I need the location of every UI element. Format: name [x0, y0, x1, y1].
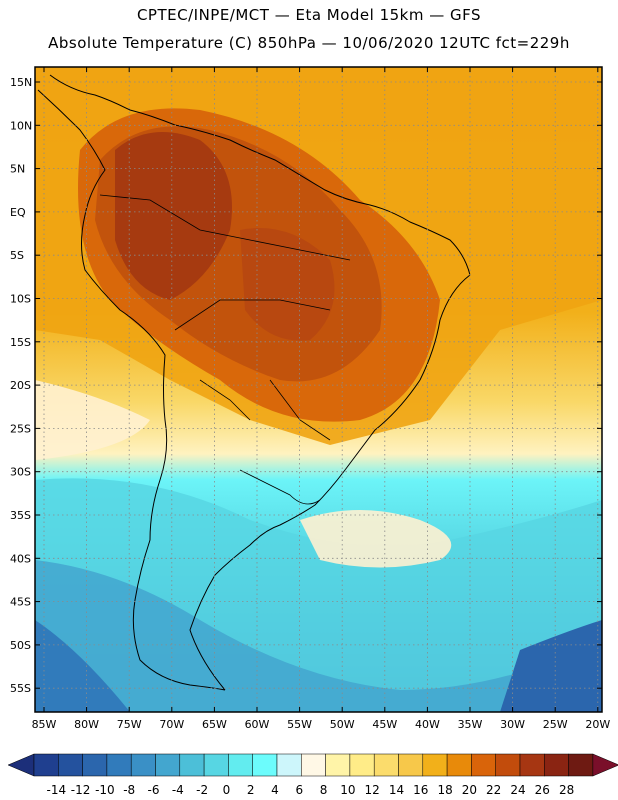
legend-swatch: [349, 753, 375, 777]
legend-label: -12: [71, 783, 91, 797]
legend-swatch: [398, 753, 424, 777]
legend-swatch: [519, 753, 545, 777]
legend-label: 4: [271, 783, 279, 797]
legend-label: 22: [486, 783, 501, 797]
lon-label: 80W: [74, 718, 99, 731]
lon-label: 55W: [287, 718, 312, 731]
legend-swatch: [179, 753, 205, 777]
legend-label: -4: [172, 783, 184, 797]
legend-label: -6: [148, 783, 160, 797]
legend-label: 18: [437, 783, 452, 797]
legend-labels: -14 -12 -10 -8 -6 -4 -2 0 2 4 6 8 10 12 14 16 18 20 22 24 26…: [46, 783, 574, 797]
lon-label: 65W: [202, 718, 227, 731]
legend-swatch: [155, 753, 181, 777]
lat-label: 20S: [10, 379, 31, 392]
legend-swatch: [130, 753, 156, 777]
lon-label: 75W: [117, 718, 142, 731]
lon-label: 85W: [32, 718, 57, 731]
axis-ticks: [35, 67, 602, 712]
legend-swatch: [544, 753, 569, 777]
legend-label: 20: [462, 783, 477, 797]
legend-swatch: [106, 753, 132, 777]
lat-label: 5S: [10, 249, 24, 262]
lon-label: 30W: [500, 718, 525, 731]
legend-label: 24: [510, 783, 525, 797]
lon-label: 40W: [415, 718, 440, 731]
lat-label: 55S: [10, 682, 31, 695]
legend-swatch: [568, 753, 594, 777]
legend-swatch: [252, 753, 278, 777]
lat-label: 30S: [10, 466, 31, 479]
chart-title-line-2: Absolute Temperature (C) 850hPa — 10/06/…: [48, 34, 570, 52]
lat-label: 50S: [10, 639, 31, 652]
lon-label: 70W: [159, 718, 184, 731]
lat-label: 5N: [10, 163, 25, 176]
legend-label: 14: [389, 783, 404, 797]
legend-label: 10: [340, 783, 355, 797]
legend-label: 26: [535, 783, 550, 797]
country-borders: [99, 194, 351, 505]
lat-label: 15N: [10, 76, 32, 89]
temperature-field: [35, 67, 602, 712]
latitude-labels: 15N 10N 5N EQ 5S 10S 15S 20S 25S 30S 35S 40S 45S 50S 5…: [10, 76, 32, 695]
legend-label: 28: [559, 783, 574, 797]
lon-label: 50W: [330, 718, 355, 731]
legend-low-arrow: [7, 753, 35, 777]
legend-label: -10: [95, 783, 115, 797]
legend-label: 0: [223, 783, 231, 797]
legend-label: 16: [413, 783, 428, 797]
legend-swatch: [82, 753, 108, 777]
legend-label: -14: [46, 783, 66, 797]
temperature-map: 15N 10N 5N EQ 5S 10S 15S 20S 25S 30S 35S 40S 45S 50S 5…: [10, 66, 611, 731]
lon-label: 60W: [245, 718, 270, 731]
legend-swatch: [446, 753, 472, 777]
legend-swatch: [58, 753, 83, 777]
lat-label: EQ: [10, 206, 26, 219]
lat-label: 35S: [10, 509, 31, 522]
legend-label: 6: [295, 783, 303, 797]
lat-label: 15S: [10, 336, 31, 349]
legend-swatch: [301, 753, 326, 777]
lat-label: 10S: [10, 293, 31, 306]
lat-label: 25S: [10, 422, 31, 435]
legend-swatch: [203, 753, 229, 777]
legend-label: -8: [123, 783, 135, 797]
lon-label: 25W: [543, 718, 568, 731]
plot-frame: [34, 66, 603, 713]
legend-swatch: [471, 753, 496, 777]
legend-swatch: [276, 753, 302, 777]
lon-label: 35W: [458, 718, 483, 731]
lon-label: 45W: [372, 718, 397, 731]
lat-label: 10N: [10, 119, 32, 132]
legend-swatch: [228, 753, 253, 777]
legend-swatch: [422, 753, 448, 777]
legend-swatch: [373, 753, 399, 777]
lat-lon-grid: [35, 67, 602, 712]
legend-swatch: [495, 753, 521, 777]
lat-label: 40S: [10, 552, 31, 565]
legend-label: -2: [196, 783, 208, 797]
lon-label: 20W: [585, 718, 610, 731]
lat-label: 45S: [10, 596, 31, 609]
legend-color-bar: [7, 753, 618, 777]
legend-label: 2: [247, 783, 255, 797]
color-legend: -14 -12 -10 -8 -6 -4 -2 0 2 4 6 8 10 12 14 16 18 20 22 24 26…: [7, 753, 618, 797]
legend-swatch: [325, 753, 351, 777]
longitude-labels: 85W 80W 75W 70W 65W 60W 55W 50W 45W 40W 35W 30W 25W 2…: [32, 718, 611, 731]
legend-label: 12: [365, 783, 380, 797]
legend-swatch: [33, 753, 59, 777]
legend-high-arrow: [592, 753, 618, 777]
legend-label: 8: [320, 783, 328, 797]
chart-title-line-1: CPTEC/INPE/MCT — Eta Model 15km — GFS: [136, 6, 482, 24]
